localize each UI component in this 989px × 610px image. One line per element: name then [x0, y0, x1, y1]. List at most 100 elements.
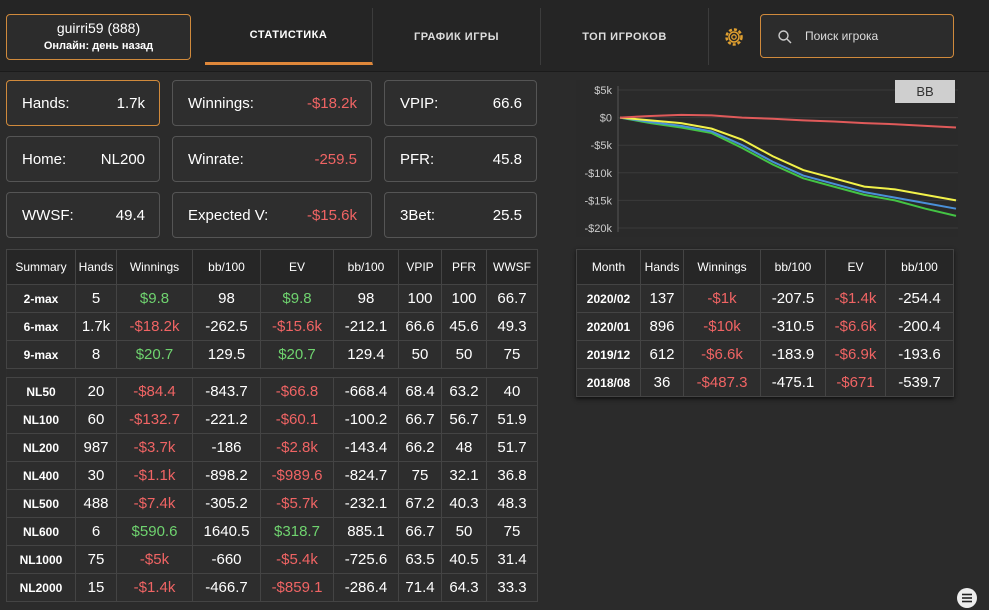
line-series — [619, 116, 957, 202]
summary-table: Summary Hands Winnings bb/100 EV bb/100 VPIP PF… — [6, 249, 538, 602]
cell: 49.3 — [486, 312, 538, 341]
user-box[interactable]: guirri59 (888) Онлайн: день назад — [6, 14, 191, 60]
column-header: Month — [576, 249, 641, 285]
cell: -$132.7 — [116, 405, 193, 434]
cell: 48 — [441, 433, 487, 462]
user-status: Онлайн: день назад — [43, 40, 154, 52]
row-label: NL2000 — [6, 573, 76, 602]
settings-icon[interactable] — [723, 26, 745, 48]
cell: -$6.9k — [825, 340, 886, 369]
cell: 6 — [75, 517, 117, 546]
table-row: NL400 30 -$1.1k -898.2 -$989.6 -824.7 75 32.1 36… — [6, 461, 538, 490]
cell: -186 — [192, 433, 261, 462]
search-box[interactable]: Поиск игрока — [760, 14, 954, 58]
cell: 63.5 — [398, 545, 442, 574]
cell: -660 — [192, 545, 261, 574]
tab[interactable]: СТАТИСТИКА — [205, 8, 373, 65]
cell: -$10k — [683, 312, 761, 341]
cell: 40 — [486, 377, 538, 406]
cell: -221.2 — [192, 405, 261, 434]
stat-label: PFR: — [400, 150, 435, 168]
cell: -475.1 — [760, 368, 826, 397]
cell: -212.1 — [333, 312, 399, 341]
cell: -$60.1 — [260, 405, 334, 434]
cell: -466.7 — [192, 573, 261, 602]
cell: 129.4 — [333, 340, 399, 369]
stat-card: Winrate: -259.5 — [172, 136, 372, 182]
cell: 40.5 — [441, 545, 487, 574]
row-label: NL600 — [6, 517, 76, 546]
header-row: Summary Hands Winnings bb/100 EV bb/100 VPIP PF… — [6, 249, 538, 285]
cell: -$487.3 — [683, 368, 761, 397]
cell: 129.5 — [192, 340, 261, 369]
cell: 8 — [75, 340, 117, 369]
stat-value: 66.6 — [492, 94, 522, 112]
cell: -$2.8k — [260, 433, 334, 462]
stat-card: Hands: 1.7k — [6, 80, 160, 126]
cell: -143.4 — [333, 433, 399, 462]
cell: -$15.6k — [260, 312, 334, 341]
cell: 50 — [398, 340, 442, 369]
stat-value: -259.5 — [314, 150, 357, 168]
row-label: NL100 — [6, 405, 76, 434]
cell: -$6.6k — [683, 340, 761, 369]
stat-label: Winrate: — [188, 150, 244, 168]
cell: 75 — [75, 545, 117, 574]
cell: $318.7 — [260, 517, 334, 546]
column-header: bb/100 — [333, 249, 399, 285]
tab[interactable]: ТОП ИГРОКОВ — [541, 8, 709, 65]
y-tick-label: -$10k — [584, 168, 612, 180]
cell: -$1k — [683, 284, 761, 313]
table-row: NL1000 75 -$5k -660 -$5.4k -725.6 63.5 40.5 31.4 — [6, 545, 538, 574]
stat-value: 1.7k — [116, 94, 145, 112]
cell: -200.4 — [885, 312, 954, 341]
menu-button[interactable] — [955, 586, 979, 610]
cell: -100.2 — [333, 405, 399, 434]
y-tick-label: -$20k — [584, 223, 612, 235]
row-label: NL200 — [6, 433, 76, 462]
column-header: bb/100 — [760, 249, 826, 285]
table-row: NL500 488 -$7.4k -305.2 -$5.7k -232.1 67.2 40.3… — [6, 489, 538, 518]
cell: -$671 — [825, 368, 886, 397]
search-placeholder: Поиск игрока — [805, 29, 879, 43]
row-label: NL500 — [6, 489, 76, 518]
cell: 64.3 — [441, 573, 487, 602]
cell: 98 — [333, 284, 399, 313]
cell: 75 — [486, 340, 538, 369]
stat-label: Home: — [22, 150, 67, 168]
stat-value: -$15.6k — [306, 206, 357, 224]
cell: $590.6 — [116, 517, 193, 546]
cell: 50 — [441, 340, 487, 369]
cell: 488 — [75, 489, 117, 518]
row-label: 2019/12 — [576, 340, 641, 369]
table-row: 6-max 1.7k -$18.2k -262.5 -$15.6k -212.1 66.6 4… — [6, 312, 538, 341]
stat-label: Expected V: — [188, 206, 269, 224]
cell: $20.7 — [260, 340, 334, 369]
cell: 5 — [75, 284, 117, 313]
cell: -305.2 — [192, 489, 261, 518]
row-label: 9-max — [6, 340, 76, 369]
cell: -539.7 — [885, 368, 954, 397]
y-tick-label: $5k — [594, 85, 612, 97]
row-label: 2020/02 — [576, 284, 641, 313]
column-header: EV — [260, 249, 334, 285]
table-row: 2019/12 612 -$6.6k -183.9 -$6.9k -193.6 — [576, 340, 954, 369]
row-label: NL50 — [6, 377, 76, 406]
line-series — [619, 116, 957, 210]
bb-button[interactable] — [895, 80, 955, 103]
stat-label: Hands: — [22, 94, 70, 112]
stat-card: PFR: 45.8 — [384, 136, 537, 182]
tab[interactable]: ГРАФИК ИГРЫ — [373, 8, 541, 65]
cell: 20 — [75, 377, 117, 406]
cell: -725.6 — [333, 545, 399, 574]
cell: 31.4 — [486, 545, 538, 574]
column-header: Hands — [640, 249, 684, 285]
user-name: guirri59 (888) — [56, 20, 141, 36]
cell: 45.6 — [441, 312, 487, 341]
cell: 896 — [640, 312, 684, 341]
cell: -824.7 — [333, 461, 399, 490]
cell: -$989.6 — [260, 461, 334, 490]
stat-value: 45.8 — [492, 150, 522, 168]
cell: -$5k — [116, 545, 193, 574]
